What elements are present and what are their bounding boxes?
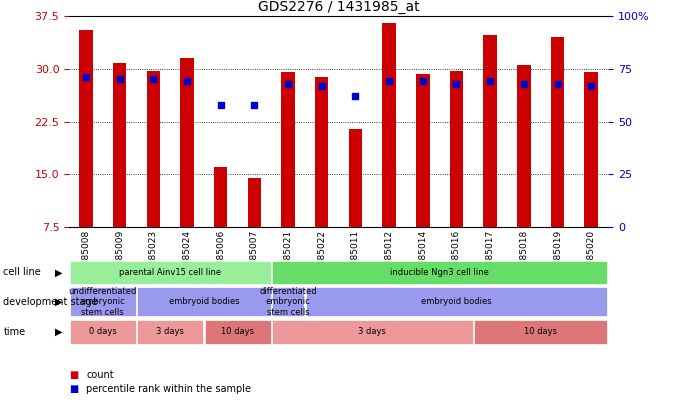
Text: 0 days: 0 days [89, 327, 117, 337]
Bar [517, 65, 531, 227]
Bar [146, 71, 160, 227]
Bar [79, 30, 93, 227]
Bar [180, 58, 193, 227]
Bar [113, 63, 126, 227]
Bar [416, 75, 430, 227]
FancyBboxPatch shape [305, 287, 607, 316]
Text: count: count [86, 370, 114, 379]
Text: ▶: ▶ [55, 267, 62, 277]
Text: differentiated
embryonic
stem cells: differentiated embryonic stem cells [259, 287, 317, 317]
Text: parental Ainv15 cell line: parental Ainv15 cell line [119, 268, 221, 277]
Bar [551, 37, 565, 227]
Text: inducible Ngn3 cell line: inducible Ngn3 cell line [390, 268, 489, 277]
Text: ▶: ▶ [55, 327, 62, 337]
Bar [585, 72, 598, 227]
Bar [484, 35, 497, 227]
Text: development stage: development stage [3, 297, 98, 307]
Text: time: time [3, 327, 26, 337]
Bar [349, 128, 362, 227]
Text: percentile rank within the sample: percentile rank within the sample [86, 384, 252, 394]
FancyBboxPatch shape [205, 320, 271, 344]
FancyBboxPatch shape [272, 320, 473, 344]
Bar [382, 23, 396, 227]
Text: 10 days: 10 days [524, 327, 557, 337]
Text: 3 days: 3 days [156, 327, 184, 337]
Bar [450, 71, 463, 227]
Bar [247, 178, 261, 227]
Text: 3 days: 3 days [359, 327, 386, 337]
FancyBboxPatch shape [70, 287, 136, 316]
FancyBboxPatch shape [137, 320, 203, 344]
Bar [281, 72, 295, 227]
FancyBboxPatch shape [474, 320, 607, 344]
Text: ■: ■ [69, 384, 78, 394]
FancyBboxPatch shape [272, 260, 607, 284]
FancyBboxPatch shape [70, 260, 271, 284]
FancyBboxPatch shape [137, 287, 271, 316]
Bar [315, 77, 328, 227]
Text: undifferentiated
embryonic
stem cells: undifferentiated embryonic stem cells [68, 287, 137, 317]
Text: embryoid bodies: embryoid bodies [169, 297, 239, 306]
Text: 10 days: 10 days [221, 327, 254, 337]
Text: embryoid bodies: embryoid bodies [422, 297, 492, 306]
FancyBboxPatch shape [272, 287, 304, 316]
Text: ▶: ▶ [55, 297, 62, 307]
FancyBboxPatch shape [70, 320, 136, 344]
Title: GDS2276 / 1431985_at: GDS2276 / 1431985_at [258, 0, 419, 14]
Text: ■: ■ [69, 370, 78, 379]
Bar [214, 167, 227, 227]
Text: cell line: cell line [3, 267, 41, 277]
